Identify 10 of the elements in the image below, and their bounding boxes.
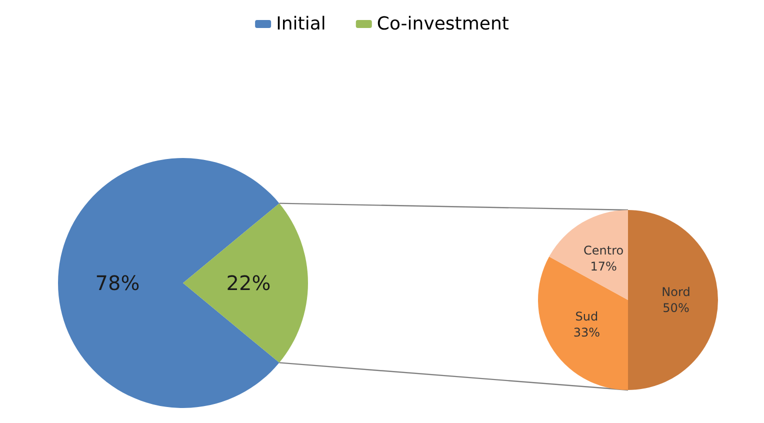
data-label: 17% <box>590 260 617 274</box>
data-label: 33% <box>573 325 600 340</box>
slice-label: Nord <box>662 285 690 299</box>
legend-label: Initial <box>276 14 326 34</box>
data-label: 78% <box>95 271 140 295</box>
slice-label: Sud <box>575 309 598 324</box>
data-label: 22% <box>226 271 271 295</box>
slice-label: Centro <box>584 244 624 258</box>
data-label: 50% <box>662 301 690 315</box>
legend-label: Co-investment <box>376 14 509 34</box>
